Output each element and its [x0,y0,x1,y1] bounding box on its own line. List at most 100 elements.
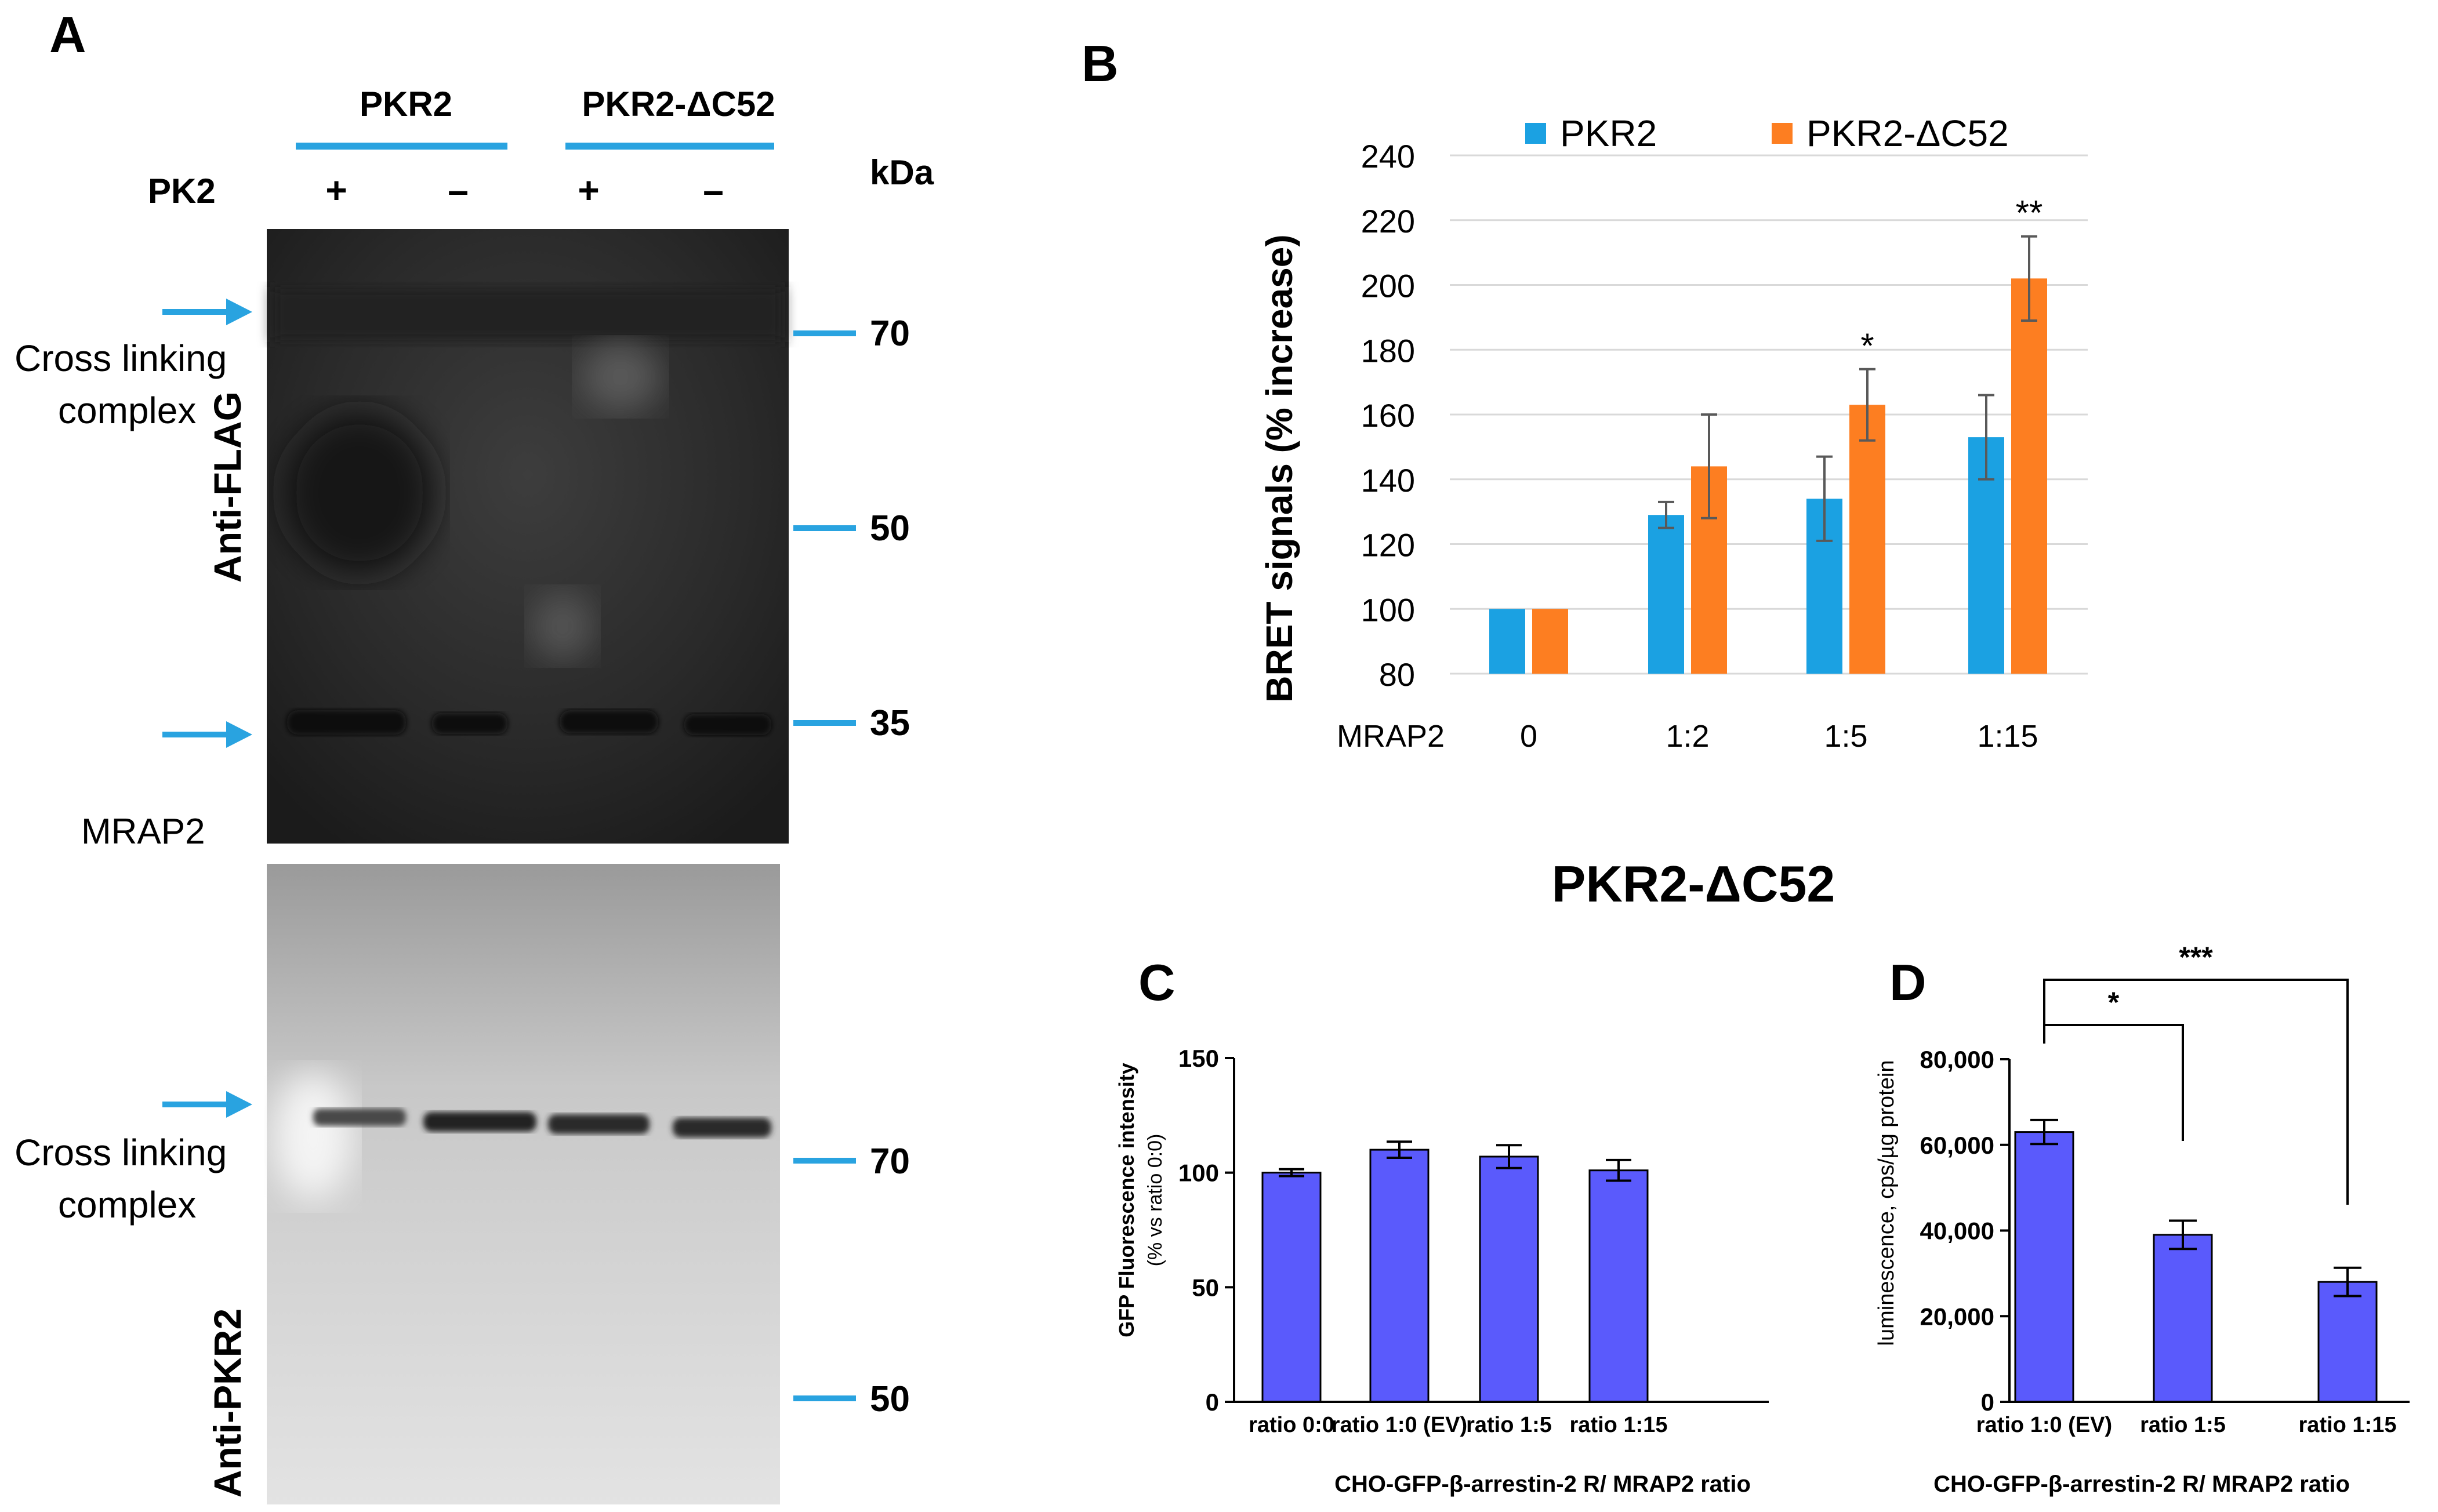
panel-c-y-sublabel: (% vs ratio 0:0) [1144,1134,1166,1267]
error-bar-pkr2-c52-1-2 [1701,413,1717,519]
y-tick-label: 100 [1178,1160,1219,1187]
error-bar-ratio-1-5 [2169,1219,2197,1251]
panel-d-y-tick-labels: 0 20,000 40,000 60,000 80,000 [1920,1046,1994,1416]
y-tick-label: 150 [1178,1045,1219,1072]
y-tick-label: 50 [1192,1274,1219,1301]
pkr2-band-lane-2 [423,1112,536,1132]
bottom-annotation-line1: Cross linking [14,1132,227,1173]
panel-d-error-bars [2030,1118,2361,1297]
x-tick-label: ratio 1:0 (EV) [1332,1413,1467,1437]
panel-d-y-label: luminescence, cps/µg protein [1874,1060,1899,1346]
panel-c-error-bars [1279,1140,1631,1182]
error-bar-pkr2-c52-1-5 [1859,368,1875,442]
y-tick-label: 0 [1206,1389,1219,1416]
bottom-blot-background [267,864,780,1504]
bottom-annotation-line2: complex [58,1184,196,1226]
lane-2-sign: – [448,169,469,211]
y-tick-label: 180 [1361,332,1415,369]
error-bar-ratio-0-0 [1279,1168,1304,1177]
x-tick-label: 1:5 [1824,719,1867,754]
y-tick-label: 120 [1361,527,1415,564]
significance-marker: ** [2016,194,2043,232]
bar-ratio-1-15 [1588,1169,1649,1403]
bottom-blot [267,864,780,1504]
bar-ratio-1-15 [2317,1281,2378,1403]
legend-label-pkr2: PKR2 [1560,112,1657,154]
y-tick-label: 0 [1981,1389,1994,1416]
y-tick-label: 80,000 [1920,1046,1994,1073]
y-tick-label: 40,000 [1920,1217,1994,1245]
bar-ratio-1-5 [2153,1234,2213,1403]
legend-swatch-pkr2-dc52 [1772,123,1793,144]
panel-d: D 0 20,000 40,000 60,000 80,000 ratio 1:0 (E… [1874,941,2410,1497]
marker-50-bottom: 50 [870,1379,910,1419]
panel-b-y-label: BRET signals (% increase) [1258,234,1300,702]
legend-label-pkr2-dc52: PKR2-ΔC52 [1806,112,2009,154]
error-bar-ratio-1-5 [1496,1144,1522,1169]
anti-pkr2-label: Anti-PKR2 [206,1309,249,1498]
error-bar-pkr2-1-15 [1978,394,1994,481]
top-blot-crosslink-band [273,287,783,342]
y-tick-label: 220 [1361,203,1415,239]
x-tick-label: ratio 0:0 [1249,1413,1334,1437]
kda-label: kDa [870,153,934,192]
marker-tick-70-top [793,330,856,336]
pkr2-band-lane-1 [313,1108,406,1126]
header-underline-pkr2-dc52 [565,143,774,150]
error-bar-ratio-1-15 [2334,1266,2361,1297]
panel-a: A PKR2 PKR2-ΔC52 PK2 + – + – kDa Cross l… [14,6,934,1504]
header-pkr2: PKR2 [360,85,452,123]
error-bar-ratio-1-0-ev [2030,1118,2058,1146]
bar-pkr2-c52-1-15 [2011,278,2047,674]
x-tick-label: 1:15 [1977,719,2038,754]
panel-b-error-bars [1658,235,2037,542]
bar-ratio-0-0 [1261,1172,1322,1403]
panel-a-letter: A [49,6,86,63]
panel-b-y-tick-labels: 80 100 120 140 160 180 200 220 240 [1361,138,1415,693]
marker-70-bottom: 70 [870,1142,910,1182]
arrow-crosslink-top [162,299,252,325]
pkr2-band-lane-4 [673,1118,771,1137]
lane-3-sign: + [578,169,599,211]
panel-c-letter: C [1138,954,1176,1011]
error-bar-ratio-1-15 [1606,1158,1631,1182]
error-bar-pkr2-1-5 [1816,455,1833,542]
error-bar-pkr2-1-2 [1658,500,1674,529]
x-tick-label: ratio 1:5 [1466,1413,1552,1437]
header-underline-pkr2 [296,143,507,150]
x-tick-label: 0 [1520,719,1537,754]
y-tick-label: 240 [1361,138,1415,175]
significance-bracket [2043,979,2349,1205]
bar-pkr2-c52-0 [1532,609,1568,674]
panel-c-x-label: CHO-GFP-β-arrestin-2 R/ MRAP2 ratio [1334,1471,1751,1497]
panel-b-legend: PKR2 PKR2-ΔC52 [1525,112,2009,154]
arrow-mrap2 [162,721,252,748]
mrap2-band-lane-3 [560,710,658,733]
anti-flag-label: Anti-FLAG [206,391,249,583]
panel-d-bars [2014,1131,2378,1403]
y-tick-label: 80 [1379,656,1415,693]
mrap2-band-lane-4 [684,714,771,735]
panel-b-x-tick-labels: 0 1:2 1:5 1:15 [1520,719,2038,754]
significance-marker: *** [2179,941,2213,973]
error-bar-pkr2-c52-1-15 [2021,235,2037,322]
marker-tick-35-top [793,720,856,726]
top-annotation-line1: Cross linking [14,337,227,379]
significance-marker: * [2108,986,2120,1019]
marker-tick-50-bottom [793,1395,856,1401]
marker-tick-50-top [793,525,856,531]
y-tick-label: 160 [1361,397,1415,434]
panel-d-letter: D [1889,954,1927,1011]
panel-d-significance: **** [2043,941,2349,1205]
top-annotation-line2: complex [58,390,196,431]
significance-bracket [2043,1024,2184,1141]
y-tick-label: 100 [1361,591,1415,628]
mrap2-band-lane-1 [287,710,406,735]
marker-35-top: 35 [870,703,910,743]
header-pkr2-dc52: PKR2-ΔC52 [582,85,775,123]
legend-swatch-pkr2 [1525,123,1546,144]
y-tick-label: 140 [1361,462,1415,499]
panel-c-y-label: GFP Fluorescence intensity [1115,1063,1138,1337]
